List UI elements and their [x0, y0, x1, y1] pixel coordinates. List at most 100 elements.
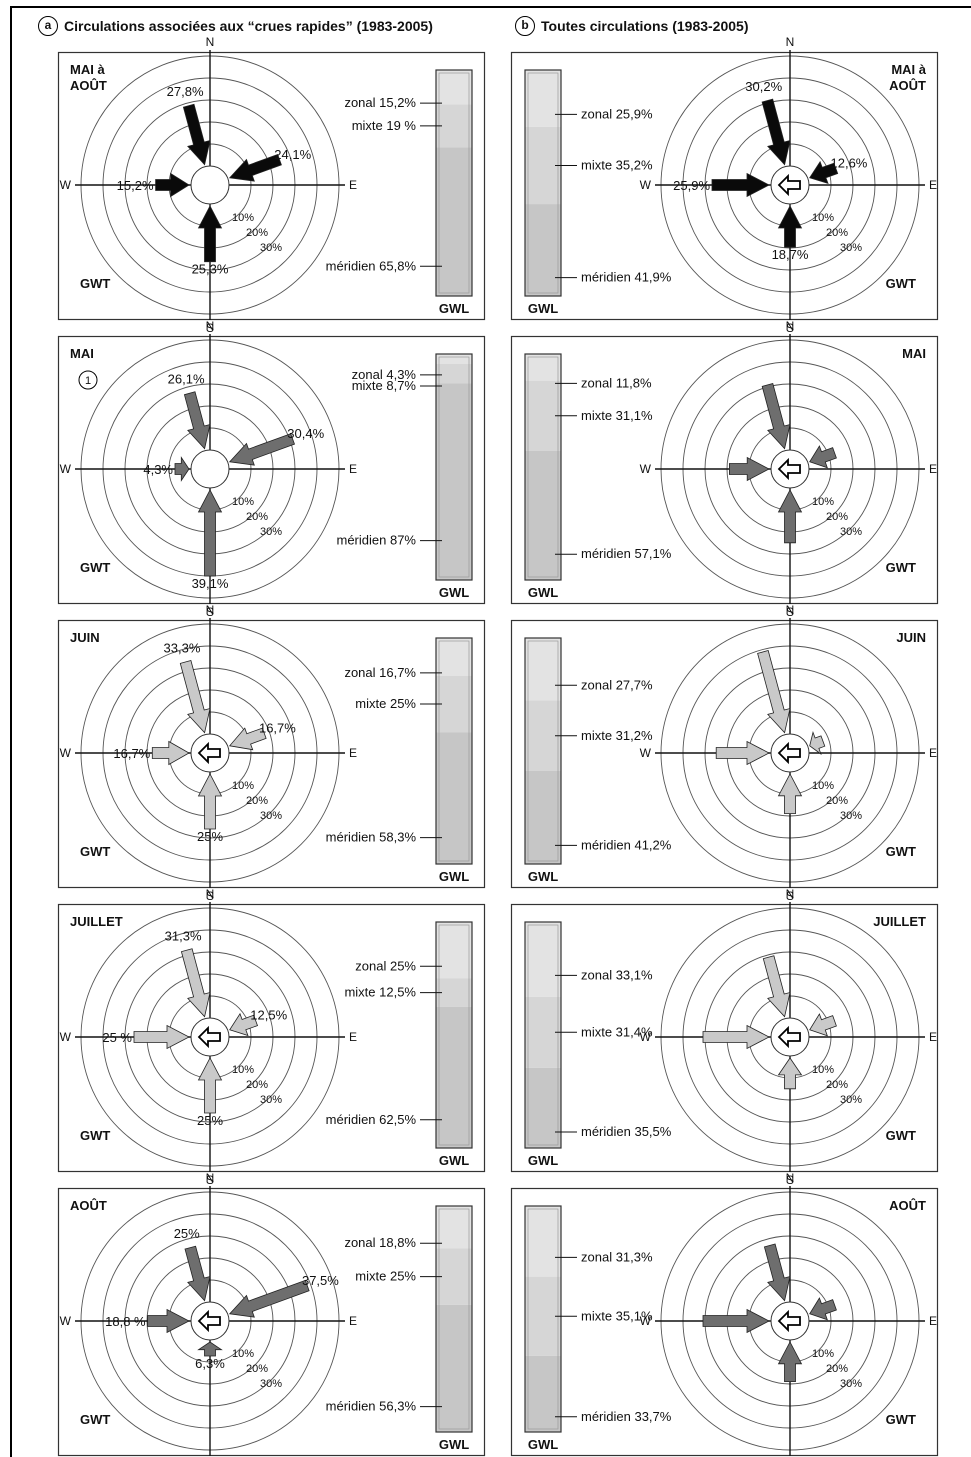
axis-label-e: E — [929, 1030, 937, 1044]
gwl-label: GWL — [439, 301, 469, 316]
axis-label-n: N — [786, 35, 795, 49]
gwl-zonal-segment — [436, 1206, 472, 1249]
axis-label-n: N — [206, 1171, 215, 1185]
center-arrow — [777, 1309, 801, 1333]
axis-label-n: N — [786, 319, 795, 333]
arrow-label-n: 33,3% — [164, 640, 201, 655]
ring-label-3: 30% — [840, 242, 862, 254]
gwl-bar-outline — [435, 1205, 473, 1433]
gwt-label: GWT — [80, 844, 110, 859]
panel-title: JUIN — [896, 630, 926, 645]
panel-title: AOÛT — [889, 78, 926, 93]
gwl-label-zonal: zonal 25,9% — [581, 106, 653, 121]
ring-label-2: 20% — [246, 795, 268, 807]
center-arrow — [777, 741, 801, 765]
panel-title: MAI — [70, 346, 94, 361]
gwl-label-zonal: zonal 15,2% — [344, 95, 416, 110]
axis-label-e: E — [929, 462, 937, 476]
gwl-label-mixte: mixte 12,5% — [344, 985, 416, 1000]
arrow-w — [151, 740, 190, 766]
gwl-label-zonal: zonal 31,3% — [581, 1249, 653, 1264]
center-arrow — [197, 1309, 221, 1333]
gwl-zonal-segment — [525, 638, 561, 701]
axis-label-w: W — [640, 1030, 652, 1044]
panel-title: JUILLET — [70, 914, 123, 929]
gwt-label: GWT — [886, 1412, 916, 1427]
gwl-zonal-segment — [525, 70, 561, 127]
gwl-meridien-segment — [436, 1304, 472, 1432]
gwt-label: GWT — [886, 276, 916, 291]
ring-label-2: 20% — [246, 227, 268, 239]
arrow-n — [179, 660, 211, 734]
gwl-bar-outline — [524, 921, 562, 1149]
gwl-meridien-segment — [525, 204, 561, 296]
gwt-label: GWT — [886, 560, 916, 575]
axis-label-w: W — [60, 1314, 72, 1328]
ring-label-2: 20% — [826, 1363, 848, 1375]
ring-label-3: 30% — [260, 242, 282, 254]
ring-label-1: 10% — [232, 780, 254, 792]
gwl-label-meridien: méridien 41,9% — [581, 270, 672, 285]
gwl-meridien-segment — [525, 770, 561, 864]
arrow-s — [777, 489, 803, 544]
gwl-bar-inner — [527, 924, 559, 1146]
gwl-label: GWL — [528, 1153, 558, 1168]
ring-label-1: 10% — [232, 1348, 254, 1360]
axis-label-w: W — [60, 462, 72, 476]
arrow-w — [711, 172, 770, 198]
ring-label-2: 20% — [246, 1363, 268, 1375]
axis-label-n: N — [786, 603, 795, 617]
arrow-w — [147, 1308, 190, 1334]
gwl-meridien-segment — [436, 383, 472, 580]
panel-letter-b: b — [515, 16, 535, 36]
ring-label-1: 10% — [812, 1348, 834, 1360]
axis-label-e: E — [349, 178, 357, 192]
axis-label-n: N — [206, 319, 215, 333]
arrow-n — [183, 391, 211, 450]
arrow-w — [702, 1308, 770, 1334]
arrow-e — [228, 1279, 310, 1318]
axis-label-s: S — [786, 1173, 794, 1187]
gwl-label-zonal: zonal 4,3% — [352, 367, 417, 382]
gwl-label-zonal: zonal 18,8% — [344, 1235, 416, 1250]
axis-label-e: E — [349, 1030, 357, 1044]
gwl-meridien-segment — [525, 450, 561, 580]
ring-label-2: 20% — [826, 795, 848, 807]
axis-label-n: N — [206, 887, 215, 901]
axis-label-n: N — [786, 1171, 795, 1185]
gwl-label-meridien: méridien 62,5% — [326, 1112, 417, 1127]
gwl-meridien-segment — [525, 1067, 561, 1148]
gwl-bar-outline — [524, 69, 562, 297]
axis-label-e: E — [349, 746, 357, 760]
gwl-label-mixte: mixte 8,7% — [352, 378, 417, 393]
arrow-s — [197, 773, 223, 830]
gwl-meridien-segment — [436, 147, 472, 296]
gwl-zonal-segment — [436, 638, 472, 676]
arrow-e — [809, 1297, 837, 1321]
ring-label-3: 30% — [840, 1378, 862, 1390]
arrow-label-w: 16,7% — [113, 746, 150, 761]
arrow-w — [702, 1024, 770, 1050]
gwl-bar-inner — [527, 72, 559, 294]
gwl-label-mixte: mixte 25% — [355, 696, 416, 711]
ring-label-1: 10% — [232, 1064, 254, 1076]
arrow-label-w: 15,2% — [117, 178, 154, 193]
column-title-b: Toutes circulations (1983-2005) — [541, 18, 749, 34]
gwl-label-mixte: mixte 31,2% — [581, 728, 653, 743]
gwl-label-zonal: zonal 11,8% — [581, 375, 652, 390]
arrow-n — [182, 103, 211, 166]
center-circle — [190, 165, 230, 205]
gwl-label-zonal: zonal 27,7% — [581, 677, 653, 692]
gwl-label-zonal: zonal 25% — [355, 958, 416, 973]
center-arrow — [197, 741, 221, 765]
column-header-b: b Toutes circulations (1983-2005) — [515, 14, 748, 38]
axis-label-e: E — [349, 462, 357, 476]
axis-label-w: W — [640, 178, 652, 192]
center-arrow — [777, 1025, 801, 1049]
panel-title: MAI — [902, 346, 926, 361]
arrow-e — [809, 1013, 837, 1037]
arrow-s — [197, 205, 223, 263]
